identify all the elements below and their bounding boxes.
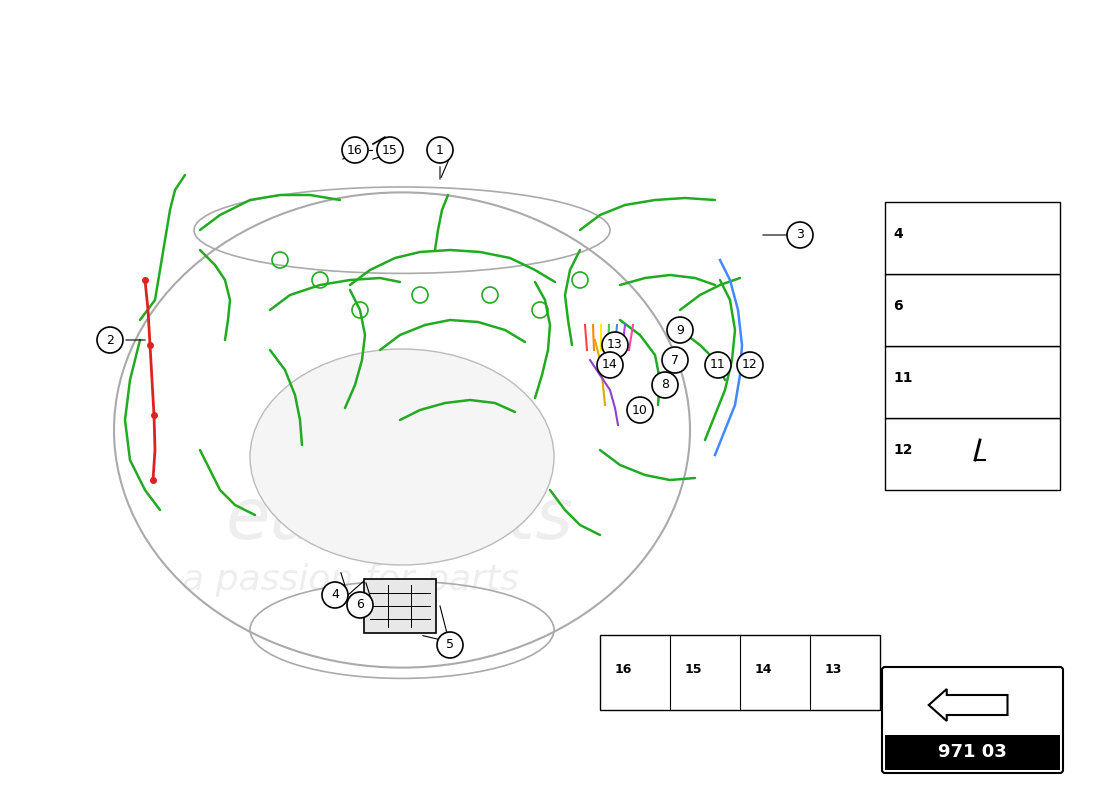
Circle shape [627,397,653,423]
Circle shape [322,582,348,608]
Text: 14: 14 [602,358,618,371]
Text: 16: 16 [348,143,363,157]
Text: 9: 9 [676,323,684,337]
Circle shape [602,332,628,358]
Text: 11: 11 [893,371,913,385]
Text: 16: 16 [615,663,632,676]
Text: 3: 3 [796,229,804,242]
Text: 971 03: 971 03 [938,743,1006,761]
Text: 6: 6 [893,299,903,313]
FancyBboxPatch shape [886,346,1060,418]
Text: 8: 8 [661,378,669,391]
FancyArrow shape [928,689,1008,721]
Text: 10: 10 [632,403,648,417]
Circle shape [652,372,678,398]
Text: 13: 13 [825,663,843,676]
Circle shape [737,352,763,378]
Circle shape [705,352,732,378]
Text: 14: 14 [755,663,772,676]
FancyBboxPatch shape [600,635,880,710]
Text: euroParts: euroParts [227,486,574,554]
FancyBboxPatch shape [886,202,1060,274]
Circle shape [597,352,623,378]
Text: 4: 4 [893,227,903,241]
FancyBboxPatch shape [882,667,1063,773]
Circle shape [342,137,369,163]
FancyBboxPatch shape [886,418,1060,490]
Circle shape [427,137,453,163]
Text: 4: 4 [331,589,339,602]
Text: 5: 5 [446,638,454,651]
Circle shape [437,632,463,658]
Text: 12: 12 [893,443,913,457]
Text: 12: 12 [742,358,758,371]
Circle shape [667,317,693,343]
Text: 11: 11 [711,358,726,371]
Ellipse shape [250,349,554,565]
Text: 7: 7 [671,354,679,366]
Text: 13: 13 [607,338,623,351]
FancyBboxPatch shape [886,735,1060,770]
Text: 15: 15 [382,143,398,157]
Text: 1: 1 [436,143,444,157]
FancyBboxPatch shape [886,274,1060,346]
Circle shape [377,137,403,163]
Text: 2: 2 [106,334,114,346]
Text: a passion for parts: a passion for parts [182,563,518,597]
Text: 15: 15 [685,663,703,676]
FancyBboxPatch shape [364,579,436,633]
Text: 6: 6 [356,598,364,611]
Circle shape [662,347,688,373]
Circle shape [786,222,813,248]
Circle shape [97,327,123,353]
Circle shape [346,592,373,618]
